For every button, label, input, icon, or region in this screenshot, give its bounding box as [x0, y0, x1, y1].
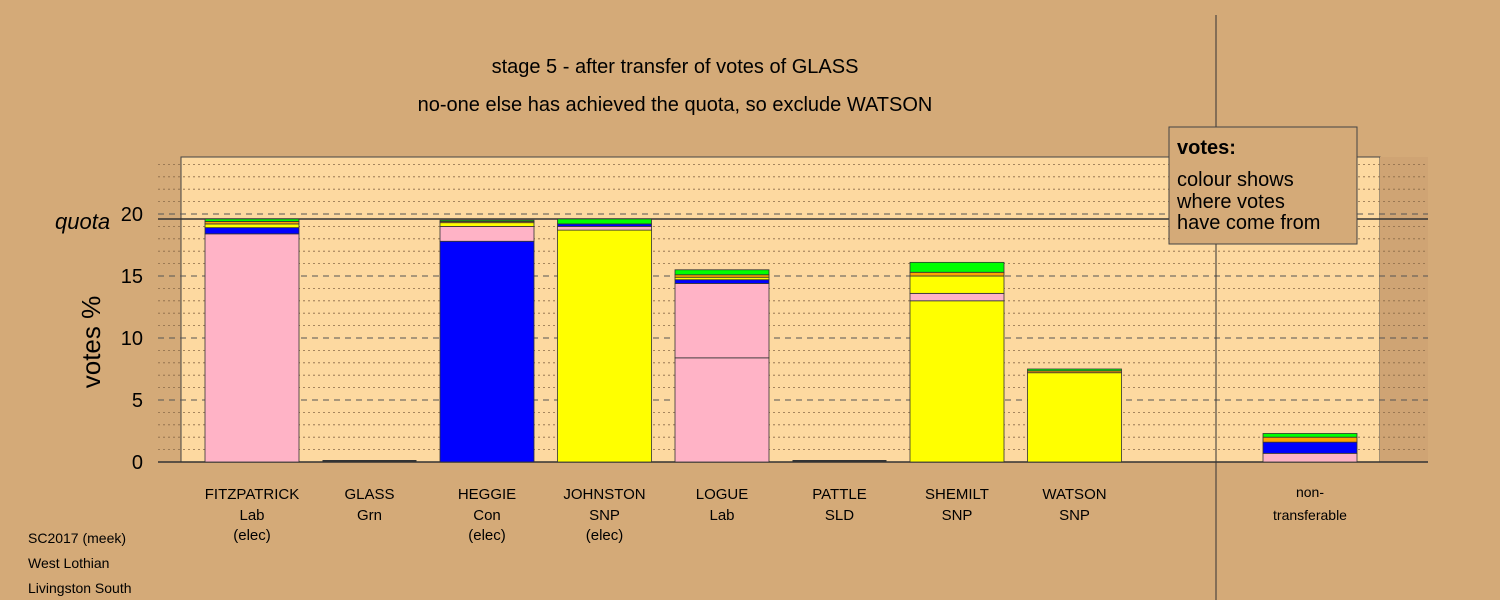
candidate-status-label: (elec) — [233, 527, 271, 544]
candidate-name-label: HEGGIE — [458, 486, 516, 503]
bar-segment — [204, 233, 300, 463]
bar-segment — [909, 261, 1005, 273]
bar-segment — [204, 227, 300, 235]
chart-title: stage 5 - after transfer of votes of GLA… — [492, 56, 859, 78]
candidate-party-label: SNP — [942, 507, 973, 524]
candidate-party-label: Lab — [709, 507, 734, 524]
bar-segment — [909, 271, 1005, 277]
y-tick-label: 0 — [132, 452, 143, 474]
bar-segment — [909, 292, 1005, 302]
y-tick-label: 10 — [121, 328, 143, 350]
bar-segment — [909, 275, 1005, 294]
bar-segment — [1027, 372, 1122, 463]
bar-segment — [204, 223, 300, 229]
legend-box: votes: colour shows where votes have com… — [1168, 126, 1358, 245]
bar-segment — [204, 218, 300, 222]
candidate-name-label: SHEMILT — [925, 486, 989, 503]
y-axis-label: votes % — [76, 296, 106, 389]
candidate-name-label: GLASS — [344, 486, 394, 503]
nontransferable-segment — [1262, 433, 1358, 438]
bar-segment — [909, 300, 1005, 463]
bar-segment — [1027, 368, 1122, 372]
candidate-party-label: SLD — [825, 507, 854, 524]
bar-segment — [439, 225, 535, 242]
candidate-name-label: FITZPATRICK — [205, 486, 299, 503]
candidate-party-label: Lab — [239, 507, 264, 524]
nontransferable-segment — [1262, 436, 1358, 443]
candidate-party-label: Con — [473, 507, 501, 524]
candidate-party-label: SNP — [1059, 507, 1090, 524]
y-tick-label: 15 — [121, 266, 143, 288]
plot-panel-margin — [1380, 157, 1428, 462]
candidate-name-label: LOGUE — [696, 486, 749, 503]
bar-segment — [674, 283, 770, 359]
footer-line-3: Livingston South — [28, 580, 132, 596]
legend-line-2: where votes — [1176, 191, 1285, 213]
bar-segment — [439, 240, 535, 463]
bar-segment — [439, 222, 535, 227]
candidate-status-label: (elec) — [586, 527, 624, 544]
candidate-party-label: SNP — [589, 507, 620, 524]
y-tick-label: 20 — [121, 204, 143, 226]
footer-line-2: West Lothian — [28, 555, 109, 571]
nontransferable-segment — [1262, 441, 1358, 454]
bar-segment — [674, 357, 770, 463]
candidate-name-label: PATTLE — [812, 486, 866, 503]
legend-line-1: colour shows — [1177, 169, 1294, 191]
candidate-name-label: WATSON — [1042, 486, 1106, 503]
y-tick-label: 5 — [132, 390, 143, 412]
bar-segment — [557, 218, 652, 225]
nontransferable-segment — [1262, 452, 1358, 463]
candidate-party-label: Grn — [357, 507, 382, 524]
bar-segment — [439, 219, 535, 222]
bar-segment — [674, 269, 770, 276]
bar-segment — [674, 279, 770, 284]
chart-subtitle: no-one else has achieved the quota, so e… — [418, 94, 933, 116]
candidate-name-label: JOHNSTON — [563, 486, 645, 503]
nontransferable-label: transferable — [1273, 507, 1347, 523]
bar-segment — [557, 229, 652, 463]
quota-label: quota — [55, 209, 110, 234]
nontransferable-label: non- — [1296, 484, 1324, 500]
candidate-status-label: (elec) — [468, 527, 506, 544]
legend-title: votes: — [1177, 137, 1236, 159]
bar-segment — [557, 225, 652, 231]
footer-line-1: SC2017 (meek) — [28, 530, 126, 546]
legend-line-3: have come from — [1177, 212, 1320, 234]
